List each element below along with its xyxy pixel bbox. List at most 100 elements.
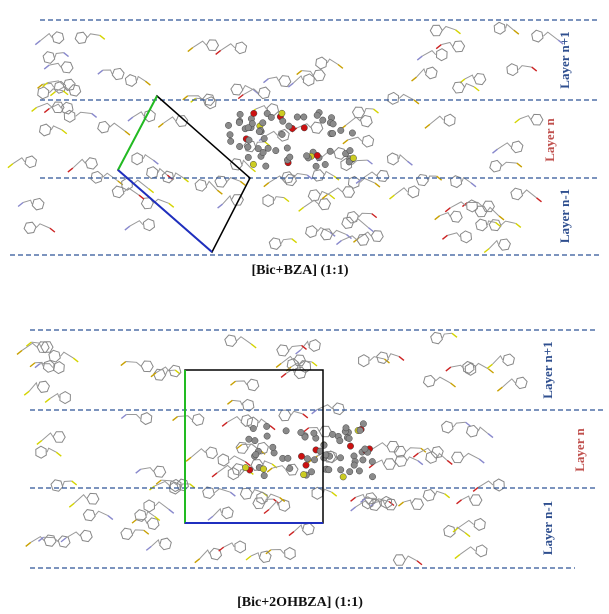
molecule-fragment (61, 62, 73, 73)
layer-label: Layer n (572, 428, 587, 472)
molecule-fragment (155, 502, 169, 509)
molecule-fragment (479, 459, 484, 463)
molecule-fragment (532, 30, 543, 42)
molecule-background (8, 22, 563, 565)
molecule-fragment (537, 198, 542, 202)
molecule-fragment (503, 354, 515, 366)
molecule-fragment (312, 170, 324, 181)
molecule-fragment (240, 181, 245, 185)
molecule-fragment (474, 87, 479, 91)
molecule-fragment (437, 49, 448, 61)
molecule-fragment (203, 487, 215, 499)
molecule-fragment (227, 417, 241, 423)
molecule-fragment (297, 71, 302, 75)
molecule-fragment (308, 190, 320, 201)
molecule-fragment (169, 365, 181, 377)
molecule-fragment (169, 203, 174, 207)
molecule-fragment (230, 381, 235, 385)
molecule-fragment (277, 345, 289, 356)
molecule-fragment (124, 188, 139, 195)
molecule-fragment (45, 398, 50, 402)
molecule-fragment (490, 160, 502, 172)
molecule-fragment (367, 160, 372, 164)
molecule-fragment (83, 510, 95, 521)
molecule-fragment (103, 173, 118, 181)
molecule-fragment (359, 355, 369, 367)
molecule-fragment (285, 548, 296, 560)
molecule-fragment (324, 171, 334, 176)
molecule-fragment (126, 362, 141, 367)
molecule-fragment (340, 474, 346, 480)
molecule-fragment (193, 41, 207, 47)
molecule-fragment (231, 84, 243, 95)
molecule-fragment (327, 59, 338, 64)
molecule-fragment (55, 53, 64, 58)
molecule-fragment (263, 79, 268, 83)
molecule-fragment (452, 333, 457, 337)
molecule-fragment (336, 241, 341, 245)
molecule-fragment (207, 40, 219, 51)
molecule-fragment (333, 403, 345, 415)
molecule-fragment (455, 30, 460, 34)
molecule-fragment (264, 433, 270, 439)
molecule-fragment (227, 400, 232, 404)
molecule-fragment (516, 377, 528, 388)
caption: [Bic+2OHBZA] (1:1) (237, 595, 363, 610)
molecule-fragment (465, 533, 470, 537)
molecule-fragment (354, 219, 369, 228)
molecule-fragment (76, 112, 92, 116)
molecule-fragment (299, 207, 304, 211)
molecule-fragment (453, 41, 465, 52)
molecule-fragment (450, 211, 462, 222)
molecule-fragment (53, 432, 65, 443)
molecule-fragment (64, 53, 69, 57)
molecule-fragment (453, 82, 465, 93)
molecule-fragment (348, 137, 362, 141)
molecule-fragment (492, 356, 502, 364)
molecule-fragment (253, 451, 259, 457)
molecule-fragment (264, 423, 270, 429)
molecule-fragment (517, 163, 522, 167)
molecule-fragment (276, 363, 281, 367)
molecule-fragment (467, 425, 479, 437)
molecule-fragment (8, 164, 13, 168)
molecule-fragment (141, 413, 152, 425)
molecule-fragment (268, 114, 274, 120)
molecule-fragment (264, 509, 269, 513)
molecule-fragment (40, 124, 51, 136)
molecule-fragment (232, 400, 242, 405)
molecule-fragment (332, 492, 337, 496)
molecule-fragment (215, 489, 231, 493)
molecule-fragment (13, 158, 25, 164)
molecule-fragment (26, 542, 31, 546)
molecule-fragment (251, 344, 256, 348)
molecule-fragment (263, 461, 272, 465)
molecule-fragment (43, 52, 55, 64)
molecule-fragment (147, 512, 155, 517)
molecule-fragment (245, 144, 251, 150)
molecule-fragment (466, 422, 471, 426)
molecule-fragment (50, 394, 59, 399)
molecule-fragment (281, 239, 292, 244)
molecule-fragment (256, 128, 262, 134)
molecule-fragment (50, 92, 55, 96)
molecule-fragment (47, 448, 56, 452)
molecule-fragment (147, 167, 158, 179)
molecule-fragment (246, 556, 251, 560)
molecule-fragment (497, 387, 502, 391)
caption: [Bic+BZA] (1:1) (251, 263, 348, 278)
molecule-fragment (451, 383, 456, 387)
molecule-fragment (74, 495, 87, 503)
molecule-fragment (260, 466, 266, 472)
molecule-fragment (191, 449, 206, 458)
molecule-fragment (230, 159, 242, 170)
molecule-fragment (373, 109, 378, 113)
molecule-fragment (279, 410, 291, 421)
molecule-fragment (133, 112, 144, 117)
molecule-fragment (403, 500, 411, 504)
molecule-fragment (141, 468, 154, 472)
molecule-fragment (426, 67, 438, 79)
molecule-fragment (143, 155, 153, 160)
molecule-fragment (312, 487, 322, 499)
molecule-fragment (271, 450, 277, 456)
